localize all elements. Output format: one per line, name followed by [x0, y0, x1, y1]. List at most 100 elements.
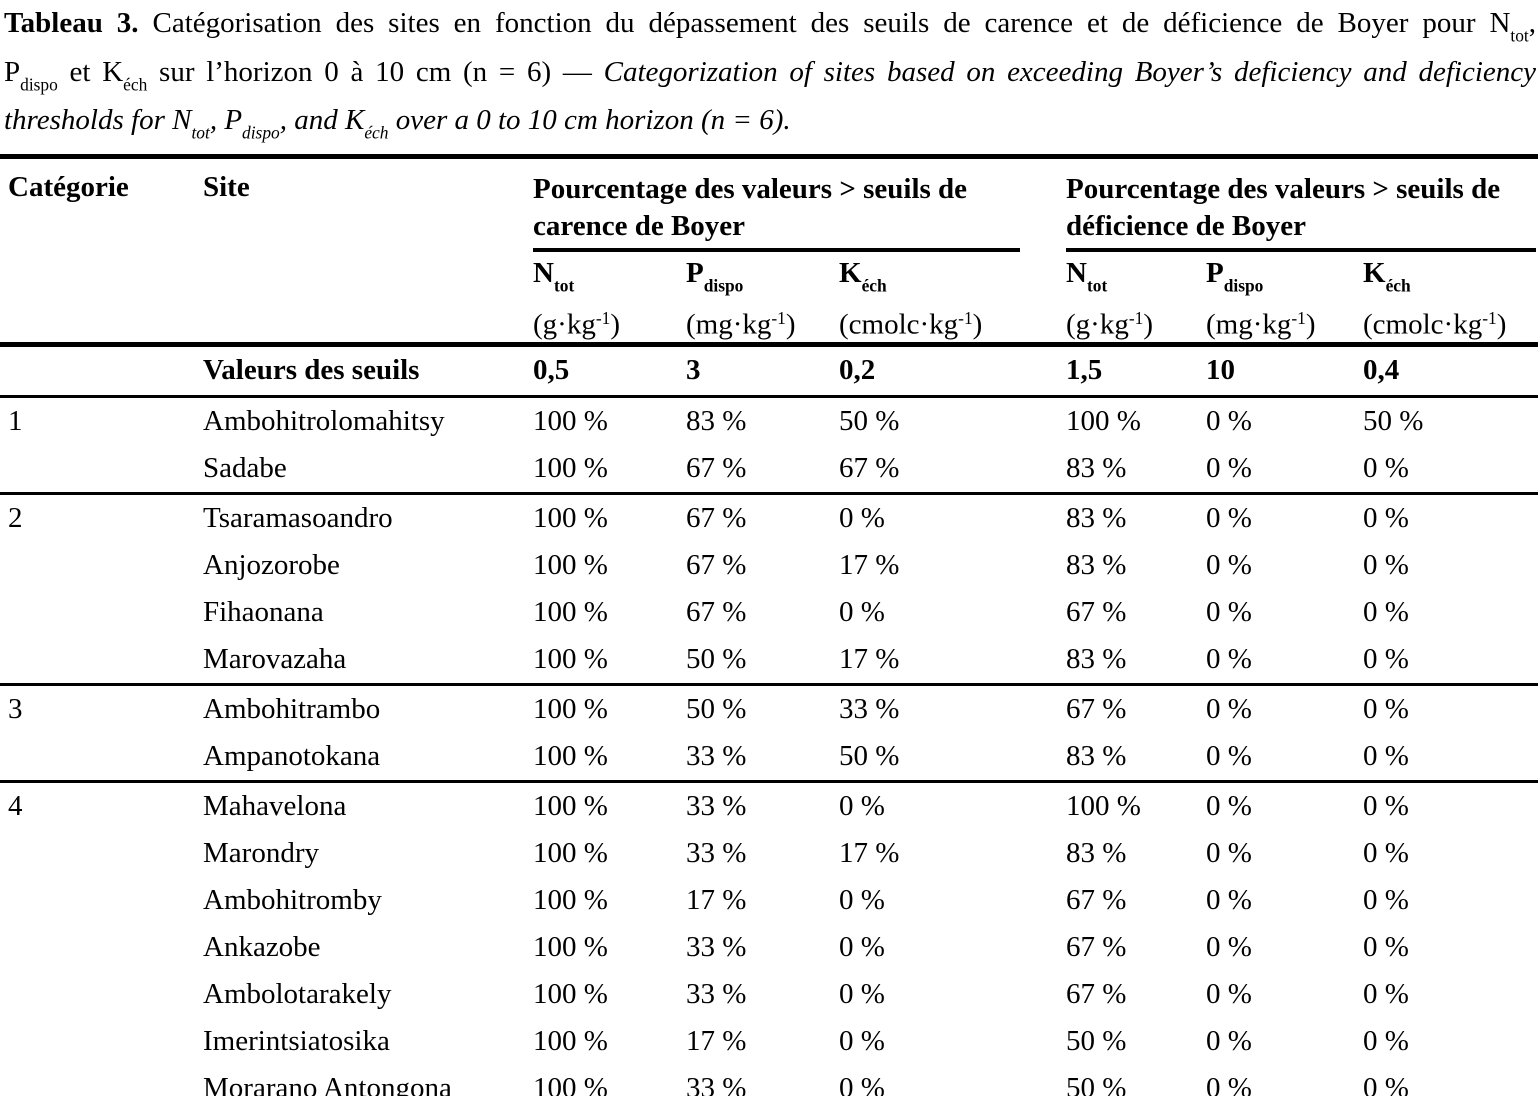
value-cell: 0 % — [839, 1024, 885, 1057]
value-cell: 33 % — [686, 930, 747, 963]
site-cell: Tsaramasoandro — [195, 491, 525, 542]
value-cell: 50 % — [1363, 404, 1424, 437]
table-row: Marondry 100 % 33 % 17 % 83 % 0 % 0 % — [0, 830, 1538, 877]
caption-line: Pdispo et Kéch sur l’horizon 0 à 10 cm (… — [4, 54, 1536, 103]
subcol-unit-close: ) — [785, 308, 796, 341]
thresholds-label: Valeurs des seuils — [195, 344, 525, 398]
value-cell: 0 % — [1206, 883, 1252, 916]
value-cell: 100 % — [533, 404, 608, 437]
value-cell: 100 % — [533, 883, 608, 916]
site-cell: Ambohitrambo — [195, 682, 525, 733]
site-cell: Marondry — [203, 836, 319, 869]
value-cell: 67 % — [839, 451, 900, 484]
value-cell: 0 % — [1198, 682, 1356, 733]
value-cell: 67 % — [1066, 977, 1127, 1010]
value-cell: 83 % — [1066, 836, 1127, 869]
caption-text: , and K — [279, 104, 365, 137]
site-cell: Anjozorobe — [203, 548, 340, 581]
table-row: Fihaonana 100 % 67 % 0 % 67 % 0 % 0 % — [0, 589, 1538, 636]
value-cell: 67 % — [686, 595, 747, 628]
value-cell: 0 % — [1363, 451, 1409, 484]
caption-subscript: dispo — [242, 122, 280, 143]
value-cell: 100 % — [533, 1024, 608, 1057]
value-cell: 67 % — [678, 491, 831, 542]
subcol-symbol: K — [839, 256, 862, 289]
value-cell: 0 % — [831, 491, 1059, 542]
subcol-unit-close: ) — [972, 308, 983, 341]
subcol-unit: (mg·kg — [1206, 308, 1292, 341]
table-header: Catégorie Site Pourcentage des valeurs >… — [0, 156, 1538, 398]
value-cell: 100 % — [525, 491, 678, 542]
value-cell: 0 % — [1206, 836, 1252, 869]
value-cell: 0 % — [1363, 548, 1409, 581]
table-row: Ampanotokana 100 % 33 % 50 % 83 % 0 % 0 % — [0, 733, 1538, 782]
subcol-exponent: -1 — [1291, 308, 1306, 329]
value-cell: 0 % — [839, 977, 885, 1010]
value-cell: 0 % — [1206, 642, 1252, 675]
value-cell: 17 % — [839, 548, 900, 581]
value-cell: 100 % — [533, 977, 608, 1010]
value-cell: 83 % — [1066, 642, 1127, 675]
value-cell: 67 % — [686, 548, 747, 581]
value-cell: 17 % — [839, 642, 900, 675]
subcol-subscript: éch — [861, 275, 887, 296]
site-cell: Ambolotarakely — [203, 977, 392, 1010]
caption-text: , P — [209, 104, 243, 137]
value-cell: 33 % — [678, 779, 831, 830]
threshold-value: 1,5 — [1058, 344, 1199, 398]
value-cell: 50 % — [839, 739, 900, 772]
category-cell: 3 — [0, 682, 195, 733]
subcol-subscript: dispo — [1223, 275, 1264, 296]
caption-text: over a 0 to 10 cm horizon (n = 6). — [388, 104, 791, 137]
value-cell: 100 % — [533, 739, 608, 772]
category-cell — [0, 924, 195, 971]
value-cell: 0 % — [1363, 1024, 1409, 1057]
caption-line: thresholds for Ntot, Pdispo, and Kéch ov… — [4, 102, 1536, 151]
group-header-deficience-title: Pourcentage des valeurs > seuils de défi… — [1066, 171, 1537, 252]
value-cell: 0 % — [1363, 1071, 1409, 1096]
site-cell: Marovazaha — [203, 642, 347, 675]
value-cell: 67 % — [1066, 883, 1127, 916]
caption-line: Tableau 3. Catégorisation des sites en f… — [4, 5, 1536, 54]
value-cell: 0 % — [1198, 491, 1356, 542]
subcol-subscript: tot — [1086, 275, 1108, 296]
value-cell: 0 % — [1206, 451, 1252, 484]
value-cell: 17 % — [686, 883, 747, 916]
value-cell: 67 % — [686, 451, 747, 484]
site-cell: Ampanotokana — [203, 739, 381, 772]
site-cell: Mahavelona — [195, 779, 525, 830]
value-cell: 50 % — [1066, 1071, 1127, 1096]
table-row: Marovazaha 100 % 50 % 17 % 83 % 0 % 0 % — [0, 636, 1538, 685]
site-cell: Ambohitrolomahitsy — [203, 404, 445, 437]
caption-text: Catégorisation des sites en fonction du … — [138, 7, 1511, 39]
group-header-carence: Pourcentage des valeurs > seuils de care… — [525, 156, 1058, 252]
category-cell — [0, 445, 195, 494]
value-cell: 0 % — [1363, 836, 1409, 869]
caption-text: P — [4, 55, 21, 88]
table-row: Sadabe 100 % 67 % 67 % 83 % 0 % 0 % — [0, 445, 1538, 494]
caption-text: thresholds for N — [4, 104, 192, 137]
category-cell — [0, 542, 195, 589]
value-cell: 0 % — [1355, 779, 1538, 830]
subcol-unit: (g·kg — [1066, 308, 1129, 341]
subcol-unit-close: ) — [1496, 308, 1507, 341]
caption-subscript: dispo — [20, 74, 58, 95]
subcol-unit: (cmolc·kg — [1363, 308, 1483, 341]
caption-text: , — [1528, 7, 1536, 39]
value-cell: 0 % — [1363, 883, 1409, 916]
category-cell — [0, 1065, 195, 1096]
value-cell: 67 % — [1058, 682, 1199, 733]
value-cell: 83 % — [686, 404, 747, 437]
value-cell: 0 % — [1198, 779, 1356, 830]
site-cell: Morarano Antongona — [203, 1071, 452, 1096]
value-cell: 100 % — [533, 642, 608, 675]
category-cell — [0, 636, 195, 685]
subcol-header: Ntot (g·kg-1) — [525, 251, 678, 347]
table-row: 3 Ambohitrambo 100 % 50 % 33 % 67 % 0 % 0 % — [0, 682, 1538, 733]
col-header-categorie: Catégorie — [0, 156, 195, 347]
site-cell: Ambohitromby — [203, 883, 382, 916]
value-cell: 33 % — [686, 977, 747, 1010]
value-cell: 100 % — [533, 930, 608, 963]
caption-subscript: éch — [364, 122, 389, 143]
site-cell: Fihaonana — [203, 595, 324, 628]
